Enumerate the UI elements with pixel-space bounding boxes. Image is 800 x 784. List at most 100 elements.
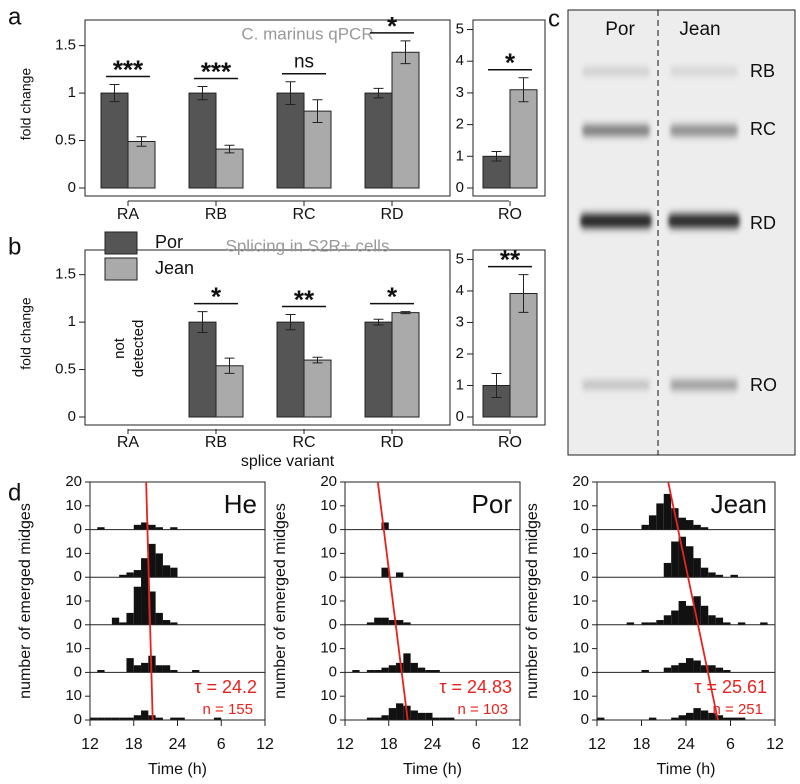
histogram-bar [148,524,156,530]
x-tick-label: 12 [588,736,606,753]
band-label: RD [750,213,776,233]
histogram-bar [447,717,455,720]
band-label: RO [750,375,777,395]
n-label: n = 251 [713,701,763,718]
chart-title: Por [472,489,513,519]
histogram-bar [663,493,672,530]
x-tick-label: 12 [256,736,274,753]
histogram-bar [663,562,672,578]
n-label: n = 103 [458,701,508,718]
histogram-bar [671,508,679,530]
histogram-bar [678,662,686,673]
y-tick-label: 3 [456,313,464,330]
error-bar [518,77,529,103]
histogram-bar [388,708,397,720]
bar [100,92,129,189]
y-tick-label: 10 [320,687,337,704]
histogram-bar [626,622,635,625]
histogram-bar [388,620,397,625]
note: not [111,337,128,359]
y-tick-label: 10 [320,640,337,657]
x-tick-label: 6 [726,736,735,753]
histogram-bar [715,667,724,673]
x-tick-label: RA [117,206,140,223]
error-bar [373,318,384,326]
histogram-bar [141,522,149,530]
x-tick-label: RD [380,434,403,451]
y-tick-label: 0 [581,711,589,728]
histogram-bar [641,670,649,673]
y-tick-label: 10 [572,497,589,514]
bar [509,89,538,189]
tau-label: τ = 25.61 [694,677,767,697]
chart-title: Splicing in S2R+ cells [226,236,390,255]
histogram-bar [597,717,605,720]
histogram-bar [141,577,149,625]
histogram-bar [425,670,433,673]
histogram-bar [104,717,112,720]
bar [391,51,420,189]
histogram-bar [155,553,163,578]
histogram-bar [170,622,178,625]
histogram-bar [97,670,105,673]
y-tick-label: 10 [320,592,337,609]
histogram-bar [119,717,127,720]
y-tick-label: 10 [320,497,337,514]
histogram-bar [126,572,134,578]
histogram-bar [133,715,142,720]
histogram-bar [678,601,686,625]
panel-label: d [8,479,21,506]
histogram-bar [374,670,382,673]
x-tick-label: RC [292,206,315,223]
gel-image [567,9,796,456]
histogram-bar [133,524,142,530]
histogram-bar [700,710,709,720]
x-tick-label: 18 [380,736,398,753]
error-bar [312,99,323,124]
tau-label: τ = 24.83 [439,677,512,697]
error-bar [224,357,235,374]
histogram-bar [148,591,156,625]
histogram-bar [162,620,171,625]
significance-label: *** [201,56,232,86]
error-bar [285,81,296,105]
histogram-bar [678,517,686,530]
note: detected [130,320,147,378]
histogram-bar [374,617,382,625]
histogram-bar [170,717,178,720]
histogram-bar [170,527,178,530]
plot-frame [472,249,546,426]
histogram-bar [432,670,440,673]
histogram-bar [366,717,375,720]
histogram-bar [686,658,694,673]
y-axis-label: number of emerged midges [524,503,541,699]
histogram-bar [693,524,701,530]
histogram-bar [388,665,397,673]
y-tick-label: 10 [572,640,589,657]
histogram-bar [97,527,105,530]
histogram-bar [133,665,142,673]
y-tick-label: 10 [572,592,589,609]
error-bar [518,274,529,313]
histogram-bar [381,715,389,720]
y-tick-label: 10 [65,592,82,609]
fit-line [145,481,154,721]
histogram-bar [700,527,709,530]
bar [482,384,511,418]
x-tick-label: 12 [81,736,99,753]
legend-swatch [104,257,138,281]
histogram-bar [730,574,738,578]
bar [276,92,305,189]
histogram-bar [126,658,134,673]
x-axis-label: Time (h) [403,761,462,778]
histogram-bar [381,567,389,578]
y-tick-label: 20 [320,473,337,490]
error-bar [285,314,296,331]
significance-label: * [387,11,398,41]
y-tick-label: 0 [581,568,589,585]
histogram-bar [432,717,440,720]
x-tick-label: RB [205,206,227,223]
histogram-bar [439,717,448,720]
histogram-bar [686,712,694,720]
histogram-bar [162,665,171,673]
